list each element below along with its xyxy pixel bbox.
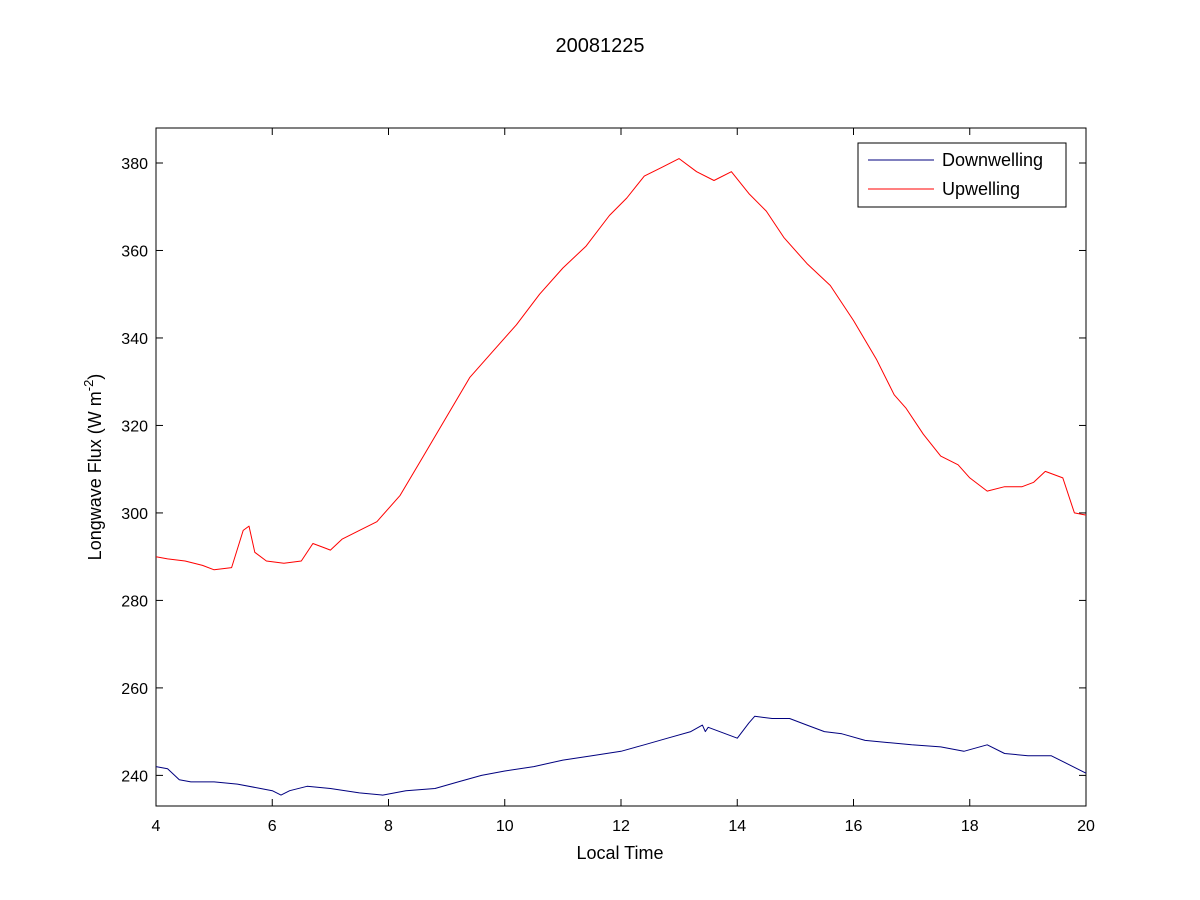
x-tick-label: 12 <box>612 818 630 835</box>
x-axis-label: Local Time <box>576 843 663 863</box>
y-axis-label: Longwave Flux (W m-2) <box>81 374 105 561</box>
axis-ticks: 4 6 8 10 12 14 16 18 20 240 260 280 300 320 340 360 380 <box>121 128 1095 835</box>
x-tick-label: 14 <box>728 818 746 835</box>
x-tick-label: 8 <box>384 818 393 835</box>
y-tick-label: 380 <box>121 156 148 173</box>
y-tick-label: 300 <box>121 506 148 523</box>
y-tick-label: 240 <box>121 768 148 785</box>
x-tick-label: 18 <box>961 818 979 835</box>
x-tick-label: 4 <box>152 818 161 835</box>
y-axis-label-close: ) <box>85 374 105 380</box>
x-tick-label: 16 <box>845 818 863 835</box>
series-layer <box>155 158 1087 796</box>
x-tick-label: 10 <box>496 818 514 835</box>
legend-label-downwelling: Downwelling <box>942 150 1043 170</box>
x-tick-label: 6 <box>268 818 277 835</box>
y-tick-label: 260 <box>121 681 148 698</box>
chart-title: 20081225 <box>556 35 645 57</box>
y-tick-label: 280 <box>121 593 148 610</box>
y-tick-label: 320 <box>121 418 148 435</box>
plot-area <box>155 127 1087 807</box>
y-tick-label: 340 <box>121 331 148 348</box>
legend-label-upwelling: Upwelling <box>942 179 1020 199</box>
y-axis-label-main: Longwave Flux (W m <box>85 391 105 560</box>
legend-box <box>857 142 1067 208</box>
legend: Downwelling Upwelling <box>857 142 1067 208</box>
y-axis-label-superscript: -2 <box>81 380 96 392</box>
x-tick-label: 20 <box>1077 818 1095 835</box>
series-line-upwelling <box>155 158 1087 571</box>
y-tick-label: 360 <box>121 243 148 260</box>
series-line-downwelling <box>155 715 1087 796</box>
